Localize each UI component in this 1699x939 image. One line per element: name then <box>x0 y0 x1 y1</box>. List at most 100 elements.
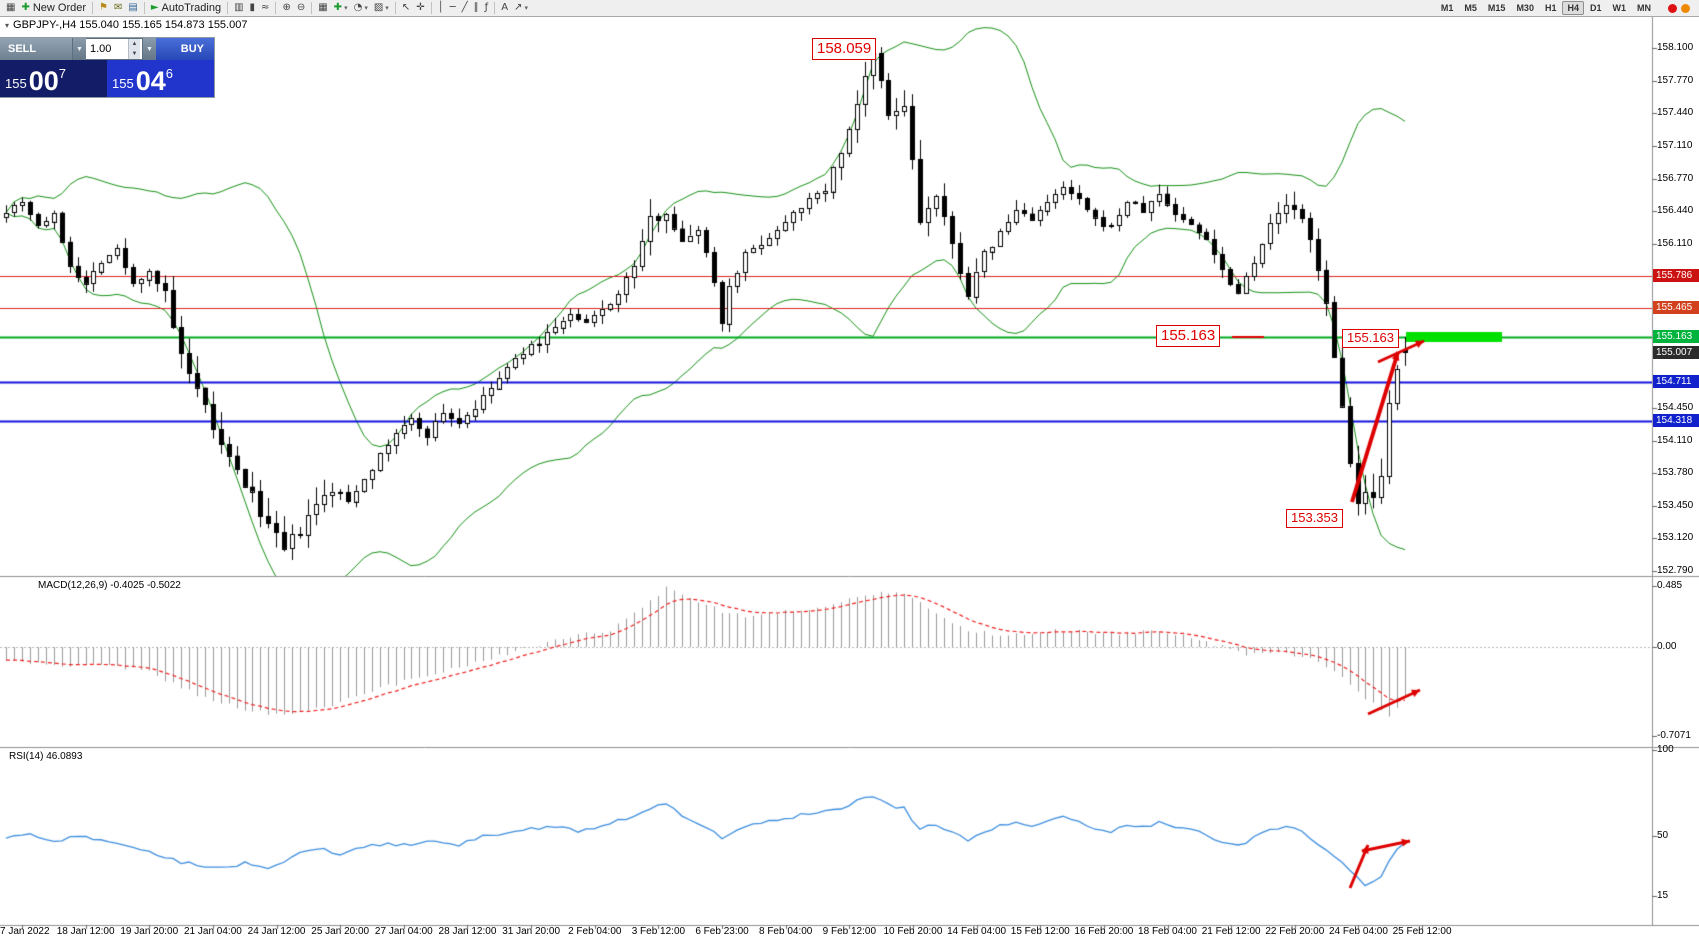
timeframe-button-m1[interactable]: M1 <box>1440 3 1454 13</box>
templates-icon[interactable]: ▨ ▾ <box>371 1 392 16</box>
crosshair-icon[interactable]: ✛ <box>413 1 427 16</box>
one-click-trading-widget: SELL ▼ ▲ ▼ ▼ BUY 155 00 7 155 04 6 <box>0 38 214 97</box>
candlestick-chart-icon: ▮ <box>249 2 256 13</box>
bar-chart-icon[interactable]: ▥ <box>231 1 246 16</box>
volume-input[interactable] <box>86 39 128 59</box>
time-label: 10 Feb 20:00 <box>883 926 943 937</box>
zoom-in-icon[interactable]: ⊕ <box>279 1 293 16</box>
chart-title: ▾ GBPJPY-,H4 155.040 155.165 154.873 155… <box>5 19 247 31</box>
new-order-button-label: New Order <box>32 2 87 14</box>
toolbar-separator <box>430 2 432 14</box>
price-callout[interactable]: 155.163 <box>1342 329 1399 348</box>
chart-window-icon[interactable]: ▦ <box>3 1 18 16</box>
autotrading-button[interactable]: ► AutoTrading <box>148 1 224 16</box>
time-label: 14 Feb 04:00 <box>947 926 1007 937</box>
trendline-icon[interactable]: ╱ <box>459 1 471 16</box>
rsi-axis-tick: 100 <box>1657 744 1674 756</box>
time-label: 25 Feb 12:00 <box>1392 926 1452 937</box>
sell-header[interactable]: SELL <box>0 38 72 60</box>
chart-title-text: GBPJPY-,H4 155.040 155.165 154.873 155.0… <box>13 19 248 31</box>
new-order-icon: ✚ <box>21 2 30 13</box>
buy-label: BUY <box>180 43 204 55</box>
toolbar-separator <box>311 2 313 14</box>
new-order-button[interactable]: ✚ New Order <box>18 1 89 16</box>
arrow-tools-icon[interactable]: ↗ ▾ <box>511 1 531 16</box>
timeframe-button-m5[interactable]: M5 <box>1464 3 1477 13</box>
macd-axis-tick: 0.485 <box>1657 579 1683 591</box>
dropdown-caret-icon[interactable]: ▾ <box>524 5 528 12</box>
price-badge: 155.163 <box>1653 330 1699 344</box>
timeframe-button-h1[interactable]: H1 <box>1544 3 1557 13</box>
rsi-axis-tick: 50 <box>1657 830 1669 841</box>
price-axis[interactable]: 158.100 157.770 157.440 157.110 156.770 156.4… <box>1652 17 1699 925</box>
time-label: 18 Jan 12:00 <box>56 926 115 937</box>
buy-price-pipette: 6 <box>165 66 173 81</box>
text-label-icon[interactable]: A <box>498 1 511 16</box>
indicators-icon[interactable]: ✚ ▾ <box>331 1 351 16</box>
price-tick: 156.770 <box>1657 172 1694 184</box>
tile-windows-icon[interactable]: ▦ <box>315 1 330 16</box>
chart-menu-icon[interactable]: ▾ <box>5 20 10 30</box>
status-orange-icon <box>1681 3 1690 13</box>
price-badge: 154.318 <box>1653 413 1699 427</box>
horizontal-line-icon: ─ <box>449 2 456 13</box>
dropdown-caret-icon[interactable]: ▾ <box>344 5 348 12</box>
cursor-icon[interactable]: ↖ <box>399 1 413 16</box>
price-badge: 155.465 <box>1653 300 1699 314</box>
tile-windows-icon: ▦ <box>318 2 328 13</box>
zoom-out-icon[interactable]: ⊖ <box>294 1 308 16</box>
vertical-line-icon[interactable]: │ <box>435 1 447 16</box>
price-tick: 152.790 <box>1657 565 1694 576</box>
time-label: 9 Feb 12:00 <box>822 926 876 937</box>
price-tick: 158.100 <box>1657 42 1694 53</box>
buy-header[interactable]: BUY <box>156 38 214 60</box>
sell-dropdown-caret[interactable]: ▼ <box>72 38 86 60</box>
timeframe-button-h4[interactable]: H4 <box>1562 1 1584 15</box>
time-label: 21 Feb 12:00 <box>1201 926 1261 937</box>
time-axis[interactable]: 17 Jan 2022 18 Jan 12:00 19 Jan 20:00 21 Ja… <box>0 925 1652 939</box>
sell-button[interactable]: 155 00 7 <box>0 60 107 97</box>
timeframe-button-m30[interactable]: M30 <box>1516 3 1534 13</box>
price-tick: 157.440 <box>1657 107 1694 118</box>
volume-decrease-button[interactable]: ▼ <box>128 49 140 59</box>
price-tick: 157.770 <box>1657 74 1694 86</box>
buy-price-pips: 04 <box>135 66 166 97</box>
time-label: 17 Jan 2022 <box>0 926 50 937</box>
volume-increase-button[interactable]: ▲ <box>128 39 140 49</box>
bar-chart-icon: ▥ <box>234 2 244 13</box>
fibonacci-icon: ƒ <box>484 2 489 13</box>
toolbar-separator <box>494 2 496 14</box>
candlestick-chart-icon[interactable]: ▮ <box>247 1 259 16</box>
horizontal-line-icon[interactable]: ─ <box>447 1 459 16</box>
time-label: 28 Jan 12:00 <box>438 926 497 937</box>
timeframe-button-mn[interactable]: MN <box>1637 3 1651 13</box>
price-callout[interactable]: 155.163 <box>1156 325 1221 347</box>
fibonacci-icon[interactable]: ƒ <box>482 1 492 16</box>
autotrading-button-label: AutoTrading <box>161 2 222 14</box>
zoom-in-icon: ⊕ <box>282 2 291 13</box>
mailbox-icon[interactable]: ✉ <box>111 1 125 16</box>
time-label: 24 Feb 04:00 <box>1328 926 1388 937</box>
line-chart-icon[interactable]: ≈ <box>258 1 272 16</box>
dropdown-caret-icon[interactable]: ▾ <box>364 5 368 12</box>
channel-icon[interactable]: ∥ <box>471 1 482 16</box>
price-callout[interactable]: 153.353 <box>1286 509 1343 528</box>
time-label: 18 Feb 04:00 <box>1138 926 1197 937</box>
autotrading-icon: ► <box>150 2 159 13</box>
dropdown-caret-icon[interactable]: ▾ <box>385 5 389 12</box>
rsi-indicator-label: RSI(14) 46.0893 <box>9 751 83 762</box>
timeframe-button-w1[interactable]: W1 <box>1612 3 1627 13</box>
price-tick: 153.120 <box>1657 532 1694 544</box>
alerts-icon[interactable]: ⚑ <box>96 1 111 16</box>
price-tick: 154.110 <box>1657 434 1693 446</box>
timeframe-button-d1[interactable]: D1 <box>1589 3 1602 13</box>
buy-button[interactable]: 155 04 6 <box>107 60 214 97</box>
timeframe-button-m15[interactable]: M15 <box>1487 3 1506 13</box>
price-callout[interactable]: 158.059 <box>812 38 877 60</box>
time-label: 27 Jan 04:00 <box>374 926 433 937</box>
periods-icon[interactable]: ◔ ▾ <box>351 1 371 16</box>
buy-dropdown-caret[interactable]: ▼ <box>142 38 156 60</box>
line-chart-icon: ≈ <box>261 2 270 13</box>
scripts-icon[interactable]: ▤ <box>125 1 140 16</box>
